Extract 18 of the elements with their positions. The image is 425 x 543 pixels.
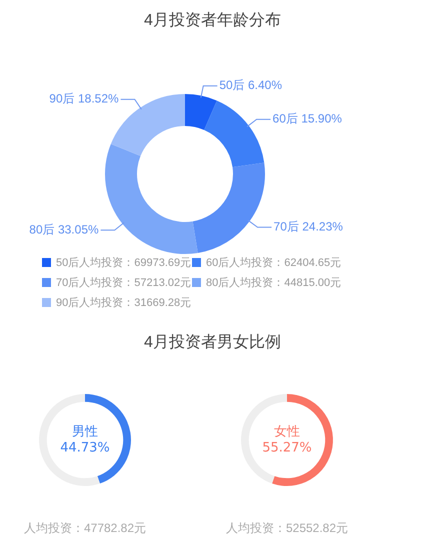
data-label: 55.27%: [262, 440, 312, 456]
slice-label: 50后 6.40%: [219, 78, 282, 92]
category-label: 50后人均投资：69973.69元: [56, 257, 192, 269]
chart-title: 4月投资者年龄分布: [143, 10, 282, 31]
slice-label: 70后 24.23%: [274, 220, 344, 234]
slice-label: 60后 15.90%: [272, 112, 342, 126]
slice-label: 80后 33.05%: [29, 222, 99, 236]
data-label: 44.73%: [60, 440, 110, 456]
category-label: 70后人均投资：57213.02元: [56, 277, 192, 289]
text: 人均投资：47782.82元: [24, 520, 146, 537]
category-label: 60后人均投资：62404.65元: [206, 257, 342, 269]
slice-label: 男性: [72, 424, 98, 440]
text: 人均投资：52552.82元: [226, 520, 348, 537]
category-label: 80后人均投资：44815.00元: [206, 277, 342, 289]
category-label: 90后人均投资：31669.28元: [56, 297, 192, 309]
slice-label: 女性: [274, 424, 300, 440]
text: 4月投资者男女比例: [143, 332, 282, 353]
slice-label: 90后 18.52%: [49, 92, 120, 106]
